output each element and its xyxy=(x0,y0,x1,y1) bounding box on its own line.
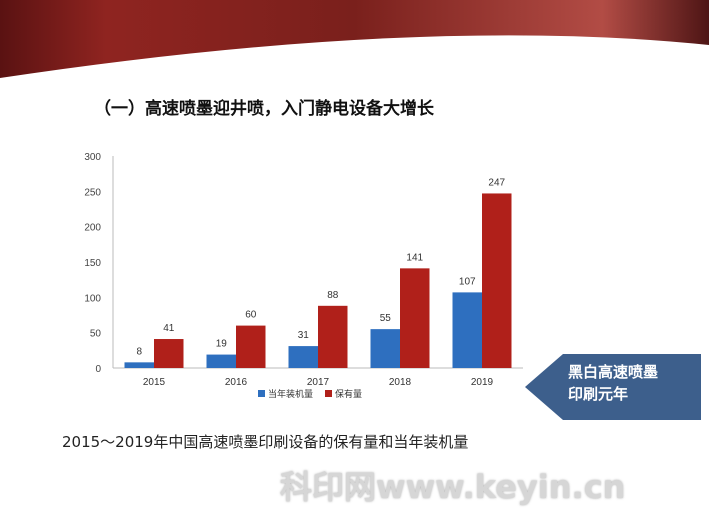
bar-stock xyxy=(400,268,430,368)
callout-shape xyxy=(525,354,701,420)
legend-swatch xyxy=(258,390,265,397)
page-title: （一）高速喷墨迎井喷，入门静电设备大增长 xyxy=(94,99,434,119)
bar-installed xyxy=(452,292,482,368)
header-banner xyxy=(0,0,709,78)
bar-stock xyxy=(154,339,184,368)
data-label: 8 xyxy=(136,346,142,357)
callout-line1: 黑白高速喷墨 xyxy=(568,363,659,381)
data-label: 31 xyxy=(298,330,310,341)
x-tick-label: 2018 xyxy=(389,377,412,388)
x-tick-label: 2015 xyxy=(143,377,166,388)
y-tick-label: 250 xyxy=(84,187,101,198)
x-tick-label: 2016 xyxy=(225,377,248,388)
bar-installed xyxy=(288,346,318,368)
data-label: 107 xyxy=(459,276,476,287)
bar-stock xyxy=(318,305,348,368)
callout-line2: 印刷元年 xyxy=(568,385,629,403)
data-label: 141 xyxy=(406,252,423,263)
y-tick-label: 300 xyxy=(84,152,101,163)
data-label: 19 xyxy=(216,339,228,350)
x-tick-label: 2017 xyxy=(307,377,330,388)
y-tick-label: 100 xyxy=(84,293,101,304)
data-label: 247 xyxy=(488,177,505,188)
legend-swatch xyxy=(325,390,332,397)
data-label: 60 xyxy=(245,310,257,321)
y-tick-label: 50 xyxy=(90,329,102,340)
legend-label: 当年装机量 xyxy=(268,388,313,400)
x-tick-label: 2019 xyxy=(471,377,494,388)
bar-installed xyxy=(124,362,154,368)
callout-text: 黑白高速喷墨 印刷元年 xyxy=(568,361,658,405)
bar-installed xyxy=(370,329,400,368)
bar-installed xyxy=(206,354,236,368)
watermark: 科印网www.keyin.cn xyxy=(280,468,626,506)
data-label: 88 xyxy=(327,290,339,301)
chart-caption: 2015～2019年中国高速喷墨印刷设备的保有量和当年装机量 xyxy=(62,433,469,451)
data-label: 55 xyxy=(380,313,392,324)
y-tick-label: 200 xyxy=(84,223,101,234)
bar-stock xyxy=(482,193,512,368)
bar-stock xyxy=(236,325,266,368)
y-tick-label: 0 xyxy=(95,364,101,375)
data-label: 41 xyxy=(163,323,175,334)
bar-chart: 0 50 100 150 200 250 300 2015 8 41 2016 19 60 2017 31 8… xyxy=(84,152,523,400)
y-tick-label: 150 xyxy=(84,258,101,269)
legend-label: 保有量 xyxy=(335,388,362,400)
